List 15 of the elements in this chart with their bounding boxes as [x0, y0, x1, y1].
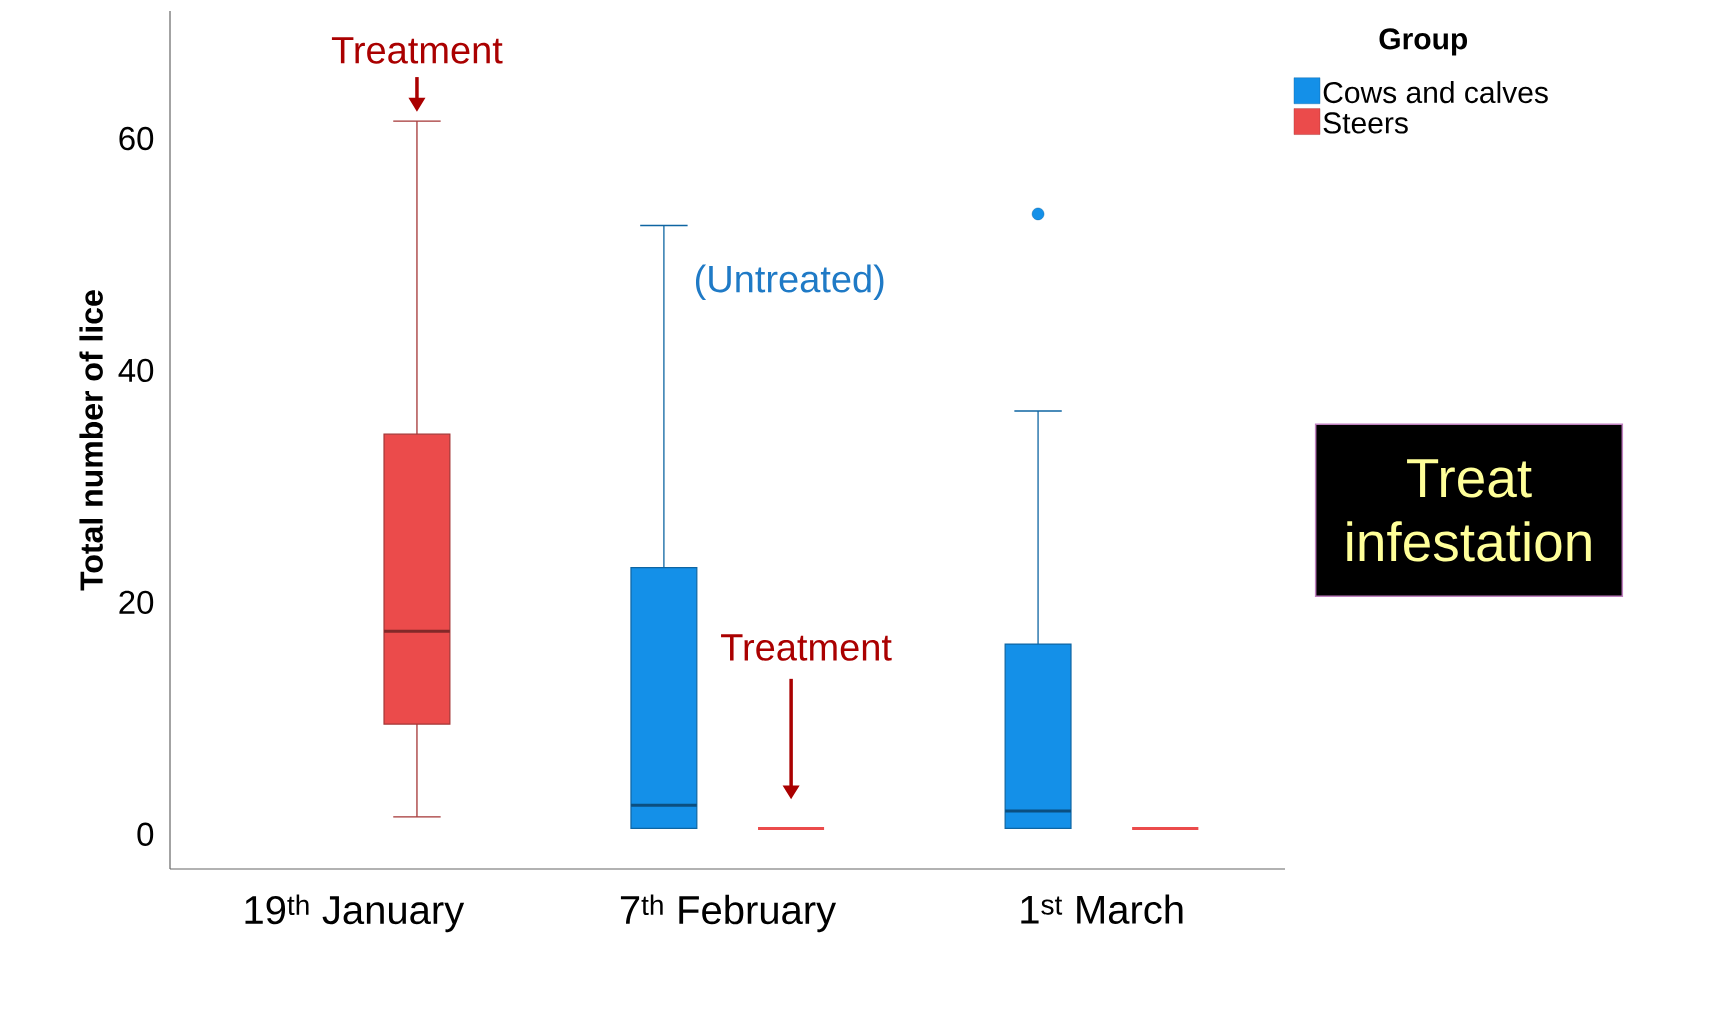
annotation: Treatment [721, 634, 892, 661]
annotation: (Untreated) [695, 264, 884, 301]
x-tick-label: 7$^{th}$ February [620, 894, 837, 933]
y-tick-label: 60 [119, 126, 154, 151]
y-tick-label: 20 [119, 590, 154, 615]
x-tick-label: 1$^{st}$ March [1021, 894, 1183, 924]
y-tick-label: 0 [137, 822, 154, 846]
y-axis-title: Total number of lice [79, 290, 103, 591]
legend-label: Cows and calves [1323, 81, 1548, 104]
y-tick-label: 40 [118, 358, 154, 383]
annotation: Treatment [331, 37, 503, 64]
x-tick-label: 19$^{th}$ January [245, 894, 465, 933]
legend-title: Group [1379, 28, 1468, 56]
legend-label: Steers [1323, 112, 1408, 134]
text: Treat infestation [1347, 459, 1591, 562]
